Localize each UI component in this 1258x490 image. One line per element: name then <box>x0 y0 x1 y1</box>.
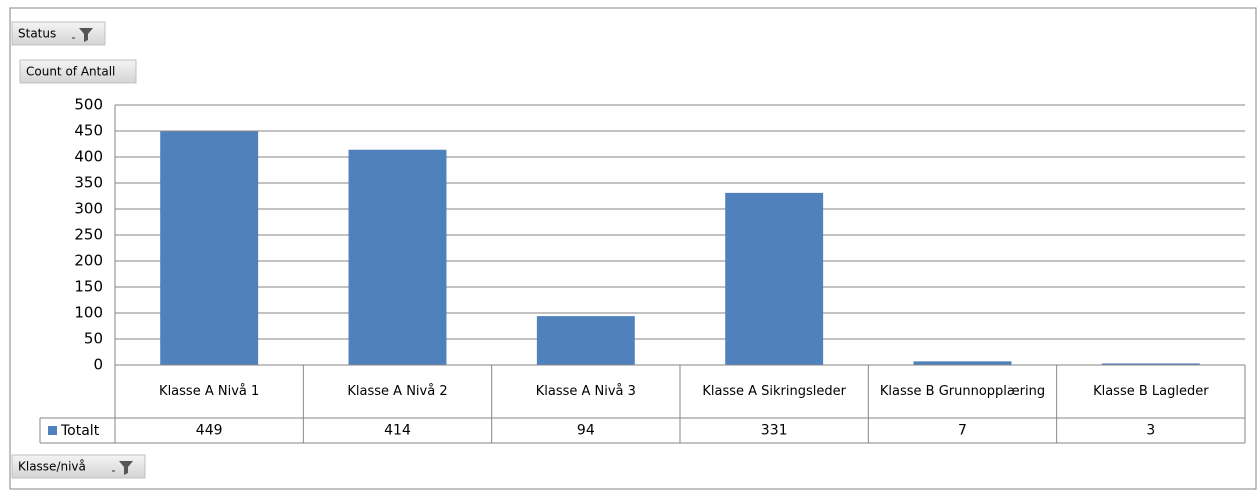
data-table-value: 414 <box>384 423 411 439</box>
y-tick-label: 150 <box>74 278 103 296</box>
status-filter-button[interactable]: Status <box>11 21 106 46</box>
button-label: Count of Antall <box>26 65 115 79</box>
bar <box>1101 363 1200 365</box>
y-tick-label: 50 <box>84 330 103 348</box>
y-tick-label: 300 <box>74 200 103 218</box>
data-table-value: 3 <box>1146 423 1155 439</box>
y-tick-label: 400 <box>74 148 103 166</box>
axis-field-button[interactable]: Klasse/nivå <box>11 454 146 479</box>
y-tick-label: 200 <box>74 252 103 270</box>
x-tick-label: Klasse A Sikringsleder <box>702 384 846 399</box>
bar <box>536 316 635 365</box>
x-tick-label: Klasse B Lagleder <box>1093 384 1209 399</box>
data-table-value: 94 <box>577 423 595 439</box>
bar <box>160 131 259 365</box>
x-tick-label: Klasse B Grunnopplæring <box>880 384 1045 399</box>
button-label: Klasse/nivå <box>18 460 86 474</box>
data-table-value: 7 <box>958 423 967 439</box>
y-tick-label: 0 <box>93 356 103 374</box>
y-tick-label: 450 <box>74 122 103 140</box>
bar <box>725 192 824 365</box>
data-table-value: 331 <box>761 423 788 439</box>
x-tick-label: Klasse A Nivå 3 <box>536 384 636 399</box>
y-tick-label: 500 <box>74 96 103 114</box>
y-tick-label: 100 <box>74 304 103 322</box>
data-table-value: 449 <box>196 423 223 439</box>
button-label: Status <box>18 27 56 41</box>
legend-label: Totalt <box>60 423 100 439</box>
bar <box>913 361 1012 365</box>
x-tick-label: Klasse A Nivå 2 <box>347 384 447 399</box>
value-field-button[interactable]: Count of Antall <box>19 59 137 84</box>
legend-swatch <box>48 426 57 435</box>
x-tick-label: Klasse A Nivå 1 <box>159 384 259 399</box>
y-tick-label: 250 <box>74 226 103 244</box>
bar <box>348 149 447 365</box>
y-tick-label: 350 <box>74 174 103 192</box>
